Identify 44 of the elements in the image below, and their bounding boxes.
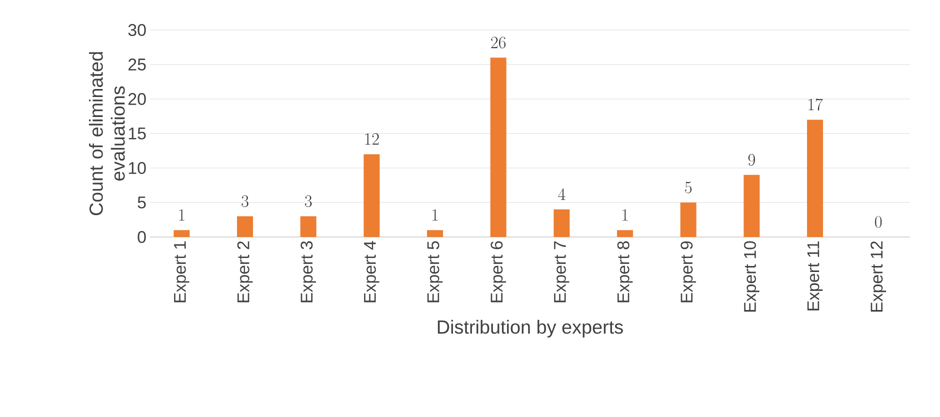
bar [490,58,506,237]
bar [744,174,760,237]
data-label: 17 [808,98,823,110]
data-label: 5 [685,182,692,194]
data-label: 12 [365,133,379,145]
x-tick-label: Expert 8 [617,241,633,302]
y-tick-label: 0 [138,231,146,243]
x-tick-label: Expert 12 [870,241,886,312]
y-tick-label: 10 [128,162,146,174]
data-label: 1 [432,209,438,221]
x-tick-label: Expert 6 [490,241,506,302]
x-tick-label: Expert 2 [237,241,253,302]
bar [300,216,316,237]
data-label: 0 [875,216,882,228]
y-tick-label: 30 [128,24,146,36]
bar [680,202,696,237]
x-tick-label: Expert 5 [427,241,443,302]
data-label: 26 [491,36,506,48]
bar [427,230,444,237]
x-tick-label: Expert 3 [300,241,316,302]
x-axis-title: Distribution by experts [438,320,623,338]
bar [617,230,634,237]
bar [364,154,380,237]
data-label: 1 [622,209,628,221]
y-tick-label: 25 [128,58,146,70]
x-tick-label: Expert 4 [364,241,380,302]
data-label: 9 [748,154,755,166]
bar [174,230,190,237]
x-tick-label: Expert 9 [680,241,696,302]
y-tick-label: 5 [138,196,146,208]
y-tick-label: 15 [128,128,146,140]
data-label: 3 [304,195,312,208]
data-label: 3 [242,195,248,208]
x-tick-label: Expert 7 [554,241,570,302]
x-tick-label: Expert 1 [174,241,190,302]
bar [554,209,570,237]
y-axis-title: Count of eliminated evaluations [88,52,125,216]
bar [807,120,824,237]
bar [237,216,254,237]
y-tick-label: 20 [128,93,146,105]
x-tick-label: Expert 10 [744,241,760,312]
data-label: 1 [179,209,184,221]
x-tick-label: Expert 11 [807,241,823,310]
data-label: 4 [558,188,566,200]
